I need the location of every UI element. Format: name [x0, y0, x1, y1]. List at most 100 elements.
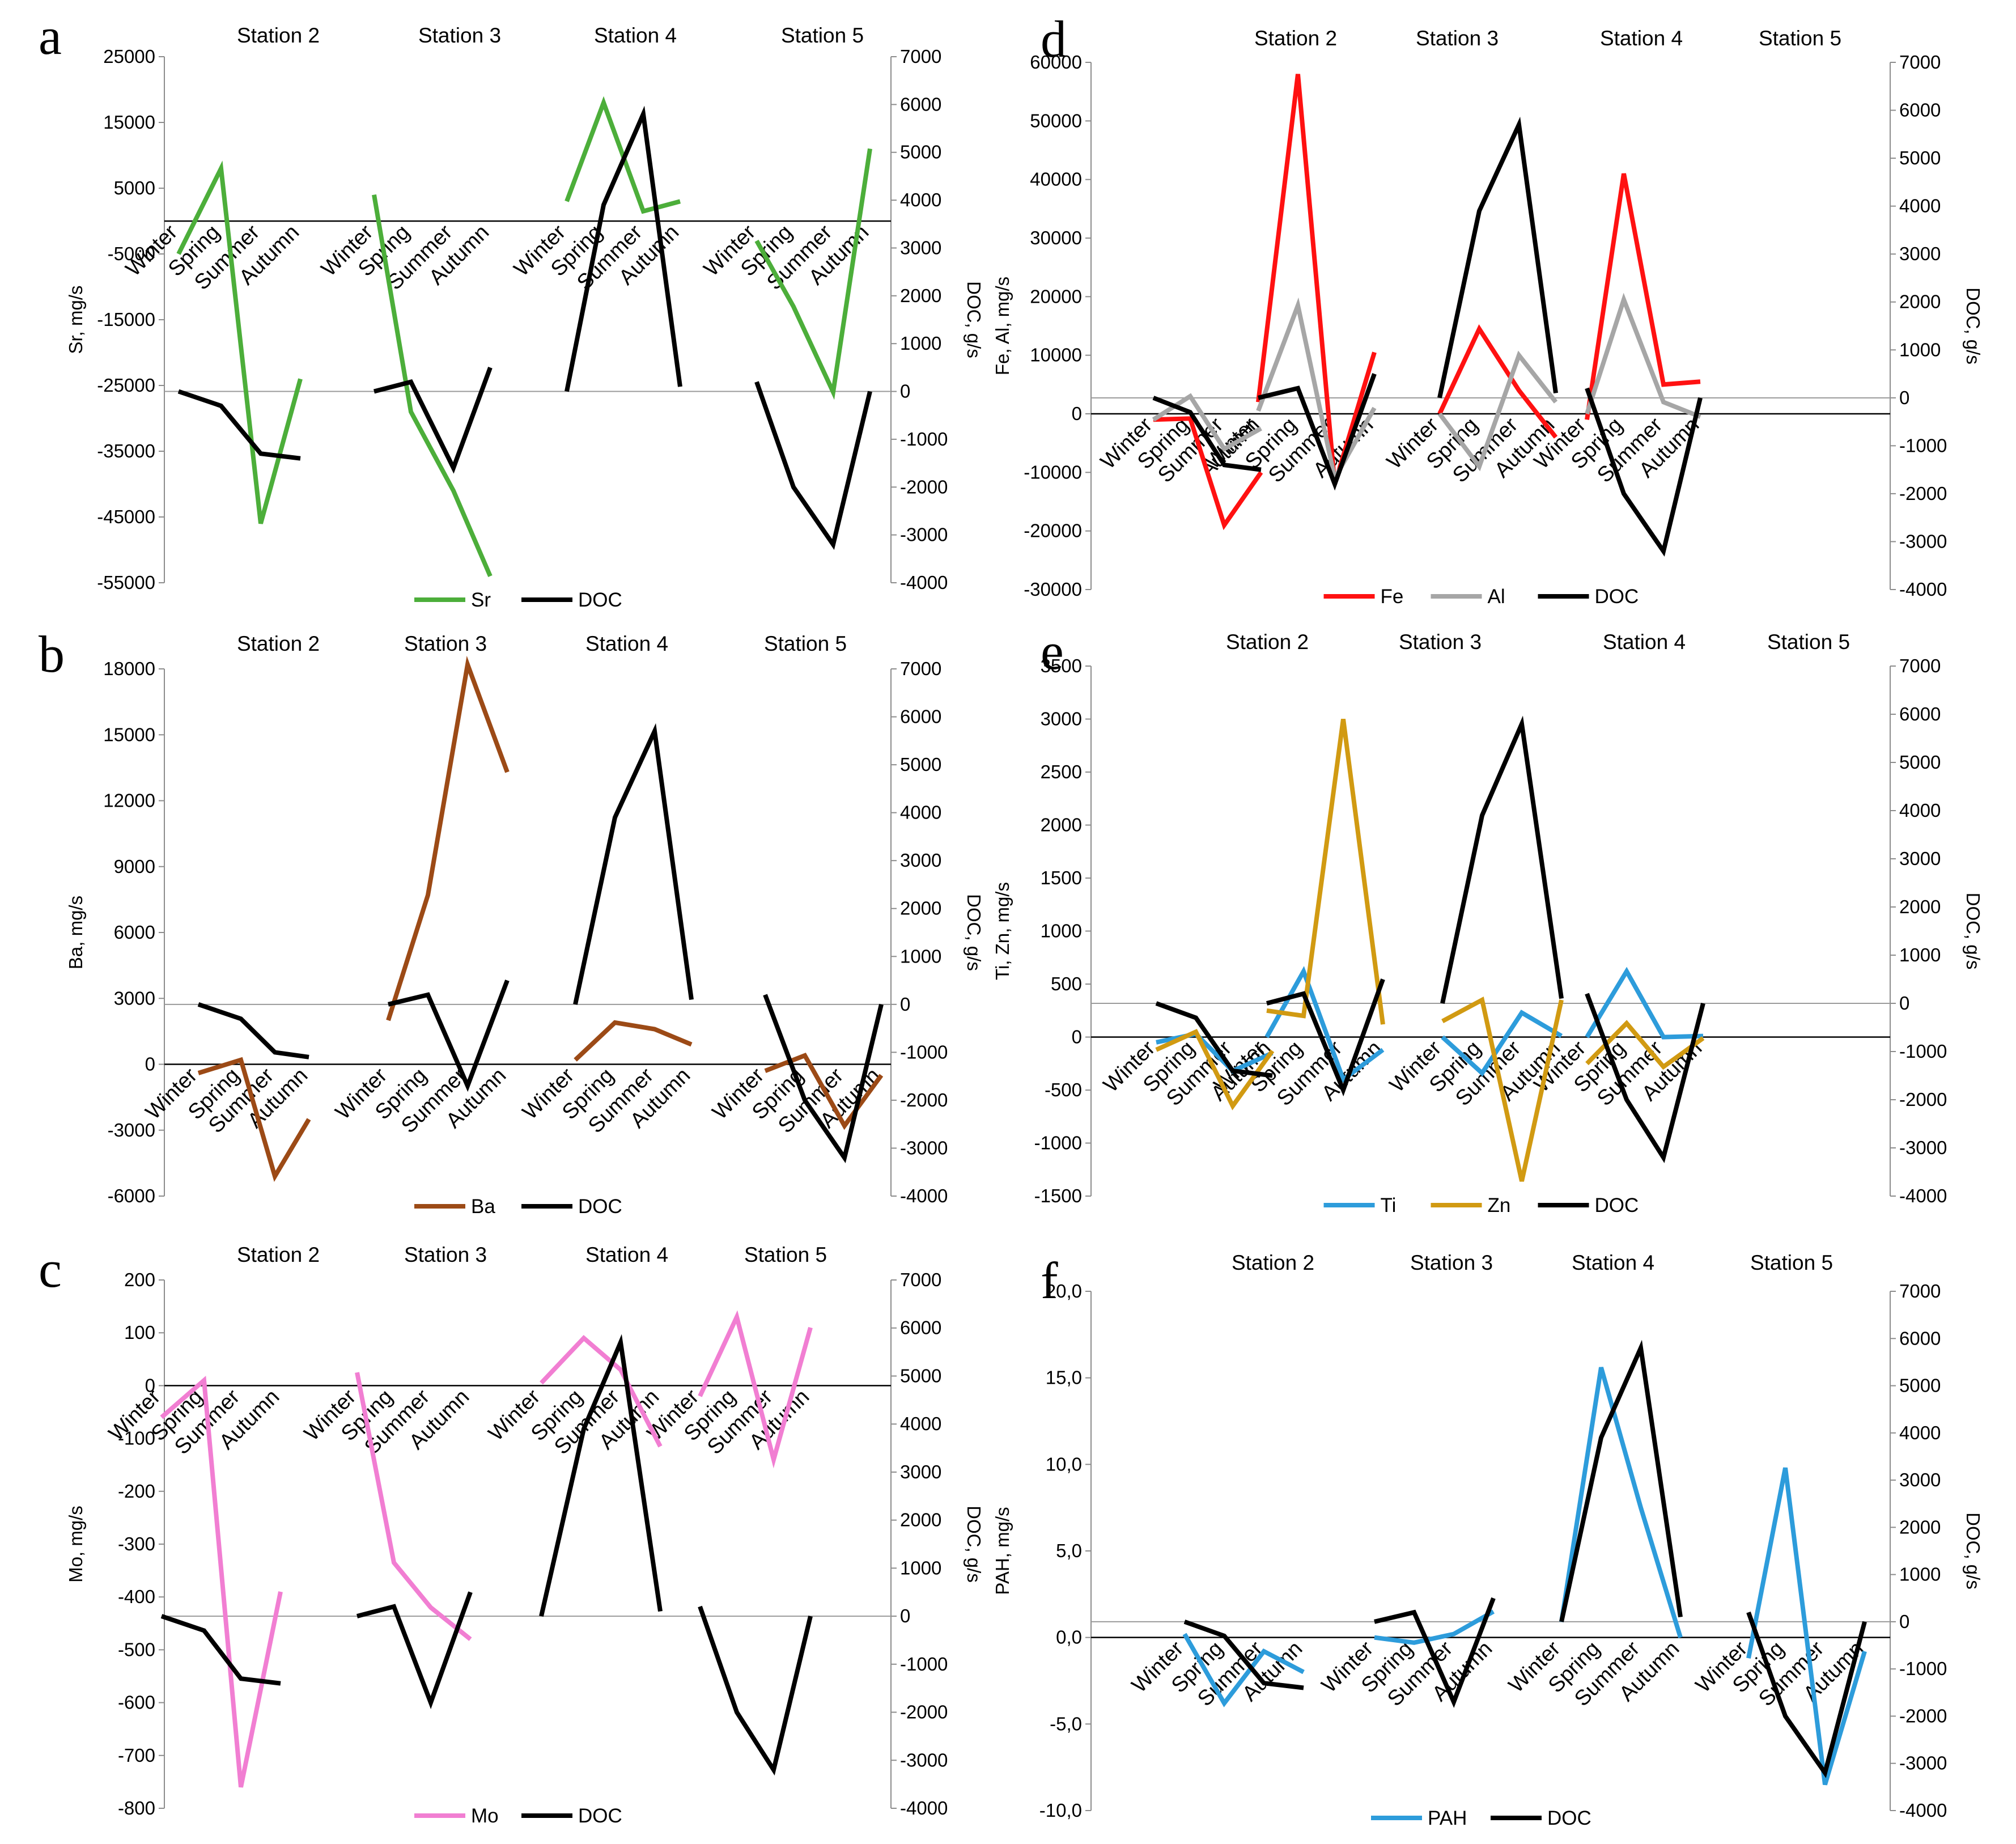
left-axis-tick-label: 25000 — [103, 46, 155, 67]
series-line-mo-station-4 — [540, 1334, 663, 1448]
left-axis-tick-label: 100 — [124, 1322, 155, 1343]
right-axis-tick-label: 1000 — [900, 946, 941, 966]
left-axis-tick-label: 1500 — [1041, 867, 1082, 888]
right-axis-tick-label: 0 — [1899, 1611, 1909, 1632]
legend-label: DOC — [578, 1196, 622, 1218]
left-axis-tick-label: 20,0 — [1046, 1281, 1082, 1302]
series-line-zn-station-2 — [1155, 1028, 1275, 1110]
left-axis-tick-label: 5,0 — [1056, 1540, 1082, 1561]
left-axis-tick-label: 12000 — [103, 790, 155, 811]
right-axis-tick-label: 2000 — [1899, 896, 1941, 917]
series-line-doc-station-3 — [356, 1591, 473, 1710]
right-axis-tick-label: 7000 — [1899, 655, 1941, 676]
left-axis-tick-label: -600 — [118, 1692, 155, 1713]
legend-label: Ti — [1381, 1194, 1397, 1216]
left-axis-tick-label: 15000 — [103, 724, 155, 745]
series-line-doc-station-2 — [160, 1614, 281, 1686]
right-axis-tick-label: -1000 — [900, 1041, 948, 1062]
series-line-ti-station-5 — [1585, 966, 1704, 1040]
station-title: Station 2 — [237, 24, 320, 47]
right-axis-tick-label: 1000 — [1899, 339, 1941, 360]
station-title: Station 3 — [404, 1243, 487, 1266]
left-axis-tick-label: 20000 — [1030, 286, 1082, 307]
right-axis-tick-label: 4000 — [900, 802, 941, 823]
right-axis-tick-label: -4000 — [1899, 1800, 1947, 1821]
right-axis-tick-label: -2000 — [900, 476, 948, 497]
right-axis-title: DOC, g/s — [1963, 287, 1984, 364]
station-title: Station 5 — [744, 1243, 827, 1266]
station-title: Station 4 — [594, 24, 677, 47]
left-axis-tick-label: 500 — [1051, 973, 1082, 994]
right-axis-tick-label: 7000 — [900, 1269, 941, 1290]
legend-label: DOC — [578, 1805, 622, 1827]
right-axis-tick-label: 7000 — [1899, 1281, 1941, 1302]
series-line-doc-station-2 — [1183, 1620, 1304, 1690]
left-axis-tick-label: -1500 — [1034, 1185, 1082, 1206]
right-axis-tick-label: -3000 — [900, 524, 948, 545]
right-axis-tick-label: -4000 — [1899, 579, 1947, 600]
left-axis-tick-label: -1000 — [1034, 1133, 1082, 1154]
left-axis-tick-label: 1000 — [1041, 921, 1082, 942]
left-axis-tick-label: 40000 — [1030, 169, 1082, 190]
left-axis-tick-label: -5000 — [108, 243, 155, 264]
station-title: Station 4 — [1603, 630, 1686, 654]
station-title: Station 2 — [237, 1243, 320, 1266]
station-title: Station 5 — [1750, 1251, 1833, 1274]
right-axis-tick-label: 3000 — [900, 237, 941, 258]
left-axis-tick-label: -25000 — [97, 375, 155, 396]
panel-letter: c — [39, 1240, 62, 1298]
right-axis-tick-label: 0 — [1899, 993, 1909, 1014]
legend-label: DOC — [1547, 1807, 1591, 1829]
series-line-doc-station-4 — [1440, 715, 1564, 1004]
series-line-ti-station-2 — [1156, 1031, 1274, 1074]
right-axis-tick-label: 6000 — [1899, 100, 1941, 121]
right-axis-title: DOC, g/s — [1963, 893, 1984, 970]
station-title: Station 4 — [585, 632, 668, 655]
left-axis-tick-label: 9000 — [114, 856, 155, 877]
left-axis-title: PAH, mg/s — [992, 1507, 1013, 1595]
right-axis-tick-label: 3000 — [1899, 243, 1941, 264]
right-axis-tick-label: 2000 — [900, 1510, 941, 1531]
station-title: Station 2 — [1254, 27, 1337, 50]
chart-panel-d: d-30000-20000-10000010000200003000040000… — [992, 10, 1984, 608]
series-line-doc-station-2 — [1152, 396, 1262, 472]
left-axis-tick-label: -30000 — [1024, 579, 1082, 600]
series-line-ti-station-4 — [1441, 1010, 1563, 1077]
right-axis-tick-label: 0 — [1899, 387, 1909, 408]
legend-label: Al — [1488, 586, 1505, 608]
series-line-ba-station-4 — [574, 1020, 693, 1062]
station-title: Station 4 — [1600, 27, 1683, 50]
legend-label: Mo — [471, 1805, 499, 1827]
right-axis-tick-label: 1000 — [900, 1557, 941, 1578]
right-axis-tick-label: 4000 — [1899, 1422, 1941, 1443]
series-line-fe-station-3 — [1256, 74, 1377, 485]
left-axis-tick-label: -10000 — [1024, 461, 1082, 482]
chart-panel-a: a -55000 -45000 -35000 -25000 -15000 -5000 5000… — [39, 7, 984, 611]
right-axis-tick-label: 4000 — [1899, 196, 1941, 217]
right-axis-tick-label: 4000 — [1899, 800, 1941, 821]
series-line-doc-station-5 — [754, 381, 872, 550]
series-line-doc-station-3 — [388, 980, 510, 1092]
series-line-doc-station-5 — [1585, 993, 1705, 1163]
station-title: Station 2 — [1226, 630, 1309, 654]
legend-label: PAH — [1428, 1807, 1467, 1829]
panel-letter: b — [39, 625, 65, 683]
left-axis-tick-label: -800 — [118, 1798, 155, 1818]
series-line-zn-station-3 — [1266, 718, 1385, 1025]
left-axis-tick-label: -200 — [118, 1481, 155, 1502]
chart-panel-e: e -1500 -1000 -500 0 500 1000 1500 2000 2500 3000 3… — [992, 622, 1984, 1216]
station-title: Station 3 — [1416, 27, 1499, 50]
series-line-sr-station-5 — [754, 148, 872, 400]
left-axis-tick-label: 10,0 — [1046, 1453, 1082, 1474]
chart-panel-c: c-800-700-600-500-400-300-200-1000100200… — [39, 1240, 984, 1827]
series-line-sr-station-3 — [372, 194, 493, 577]
right-axis-tick-label: 2000 — [1899, 291, 1941, 312]
left-axis-tick-label: -55000 — [97, 572, 155, 593]
right-axis-tick-label: 2000 — [900, 898, 941, 919]
series-line-al-station-3 — [1256, 297, 1377, 485]
station-title: Station 3 — [1410, 1251, 1493, 1274]
series-line-doc-station-3 — [373, 367, 493, 474]
left-axis-tick-label: 6000 — [114, 922, 155, 943]
right-axis-tick-label: 3000 — [900, 1461, 941, 1482]
